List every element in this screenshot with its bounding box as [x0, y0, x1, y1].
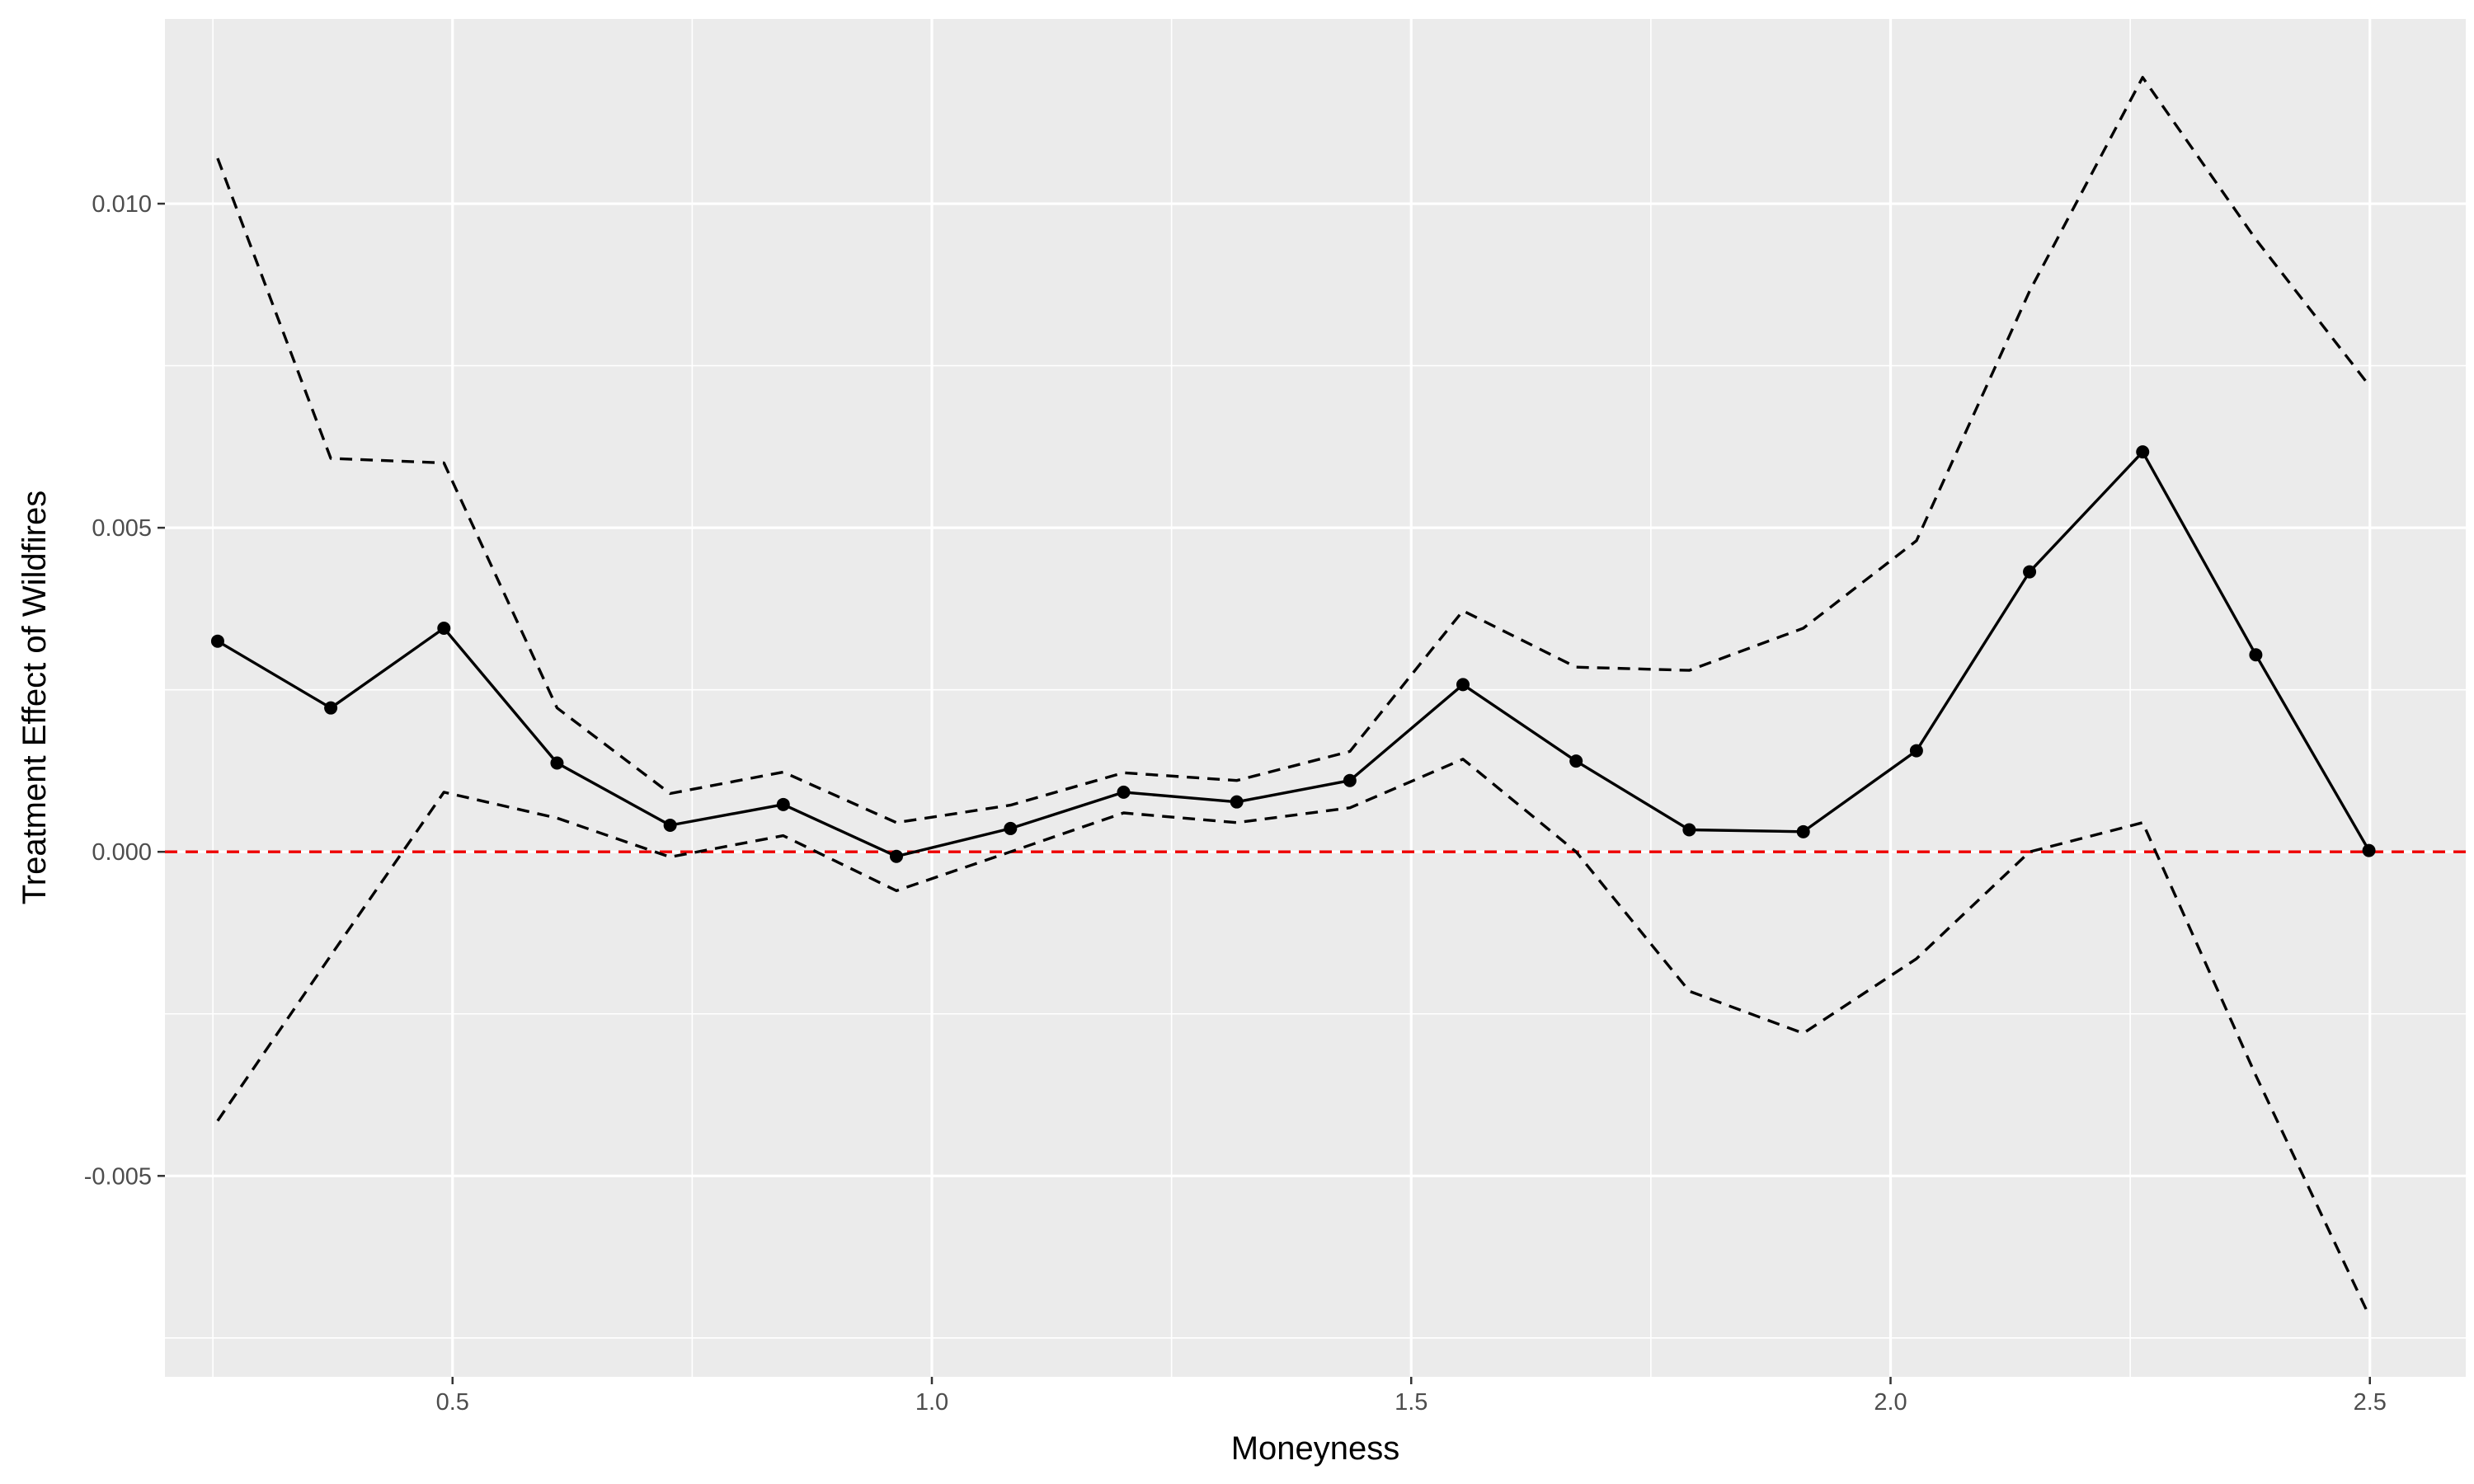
- x-tick-label: 2.0: [1874, 1389, 1907, 1416]
- data-point: [1230, 795, 1244, 809]
- data-point: [1117, 785, 1131, 799]
- data-point: [550, 756, 564, 770]
- data-point: [2249, 648, 2263, 662]
- x-tick-label: 1.0: [915, 1389, 948, 1416]
- data-point: [663, 818, 677, 832]
- data-point: [437, 621, 451, 635]
- data-point: [1796, 824, 1810, 838]
- y-axis-ticks: -0.005 0.000 0.005 0.010: [84, 191, 165, 1190]
- series-layer: [216, 76, 2371, 1317]
- data-point: [2362, 843, 2376, 857]
- data-point: [2023, 565, 2037, 579]
- data-point: [210, 634, 224, 648]
- x-tick-label: 2.5: [2354, 1389, 2387, 1416]
- data-point: [1569, 754, 1583, 768]
- series-line-estimate: [217, 450, 2371, 858]
- x-axis-title: Moneyness: [1231, 1430, 1400, 1467]
- y-tick-label: 0.005: [92, 515, 152, 542]
- x-axis-ticks: 0.5 1.0 1.5 2.0 2.5: [436, 1377, 2387, 1416]
- y-tick-label: -0.005: [84, 1163, 152, 1190]
- data-point: [1456, 678, 1470, 692]
- grid-major: [165, 19, 2466, 1377]
- data-point: [889, 849, 903, 863]
- series-line-upper-bound: [216, 76, 2370, 824]
- y-tick-label: 0.000: [92, 839, 152, 866]
- y-tick-label: 0.010: [92, 191, 152, 218]
- data-point: [2136, 445, 2150, 459]
- data-point: [1004, 821, 1018, 835]
- y-axis-title: Treatment Effect of Wildfires: [16, 491, 53, 904]
- marker-layer: [210, 445, 2376, 863]
- data-point: [776, 797, 790, 811]
- data-point: [1343, 773, 1357, 787]
- plot-panel: [165, 19, 2466, 1377]
- series-line-lower-bound: [216, 758, 2371, 1317]
- x-tick-label: 1.5: [1395, 1389, 1427, 1416]
- x-tick-label: 0.5: [436, 1389, 469, 1416]
- data-point: [1682, 823, 1696, 837]
- data-point: [324, 701, 338, 715]
- data-point: [1909, 744, 1923, 758]
